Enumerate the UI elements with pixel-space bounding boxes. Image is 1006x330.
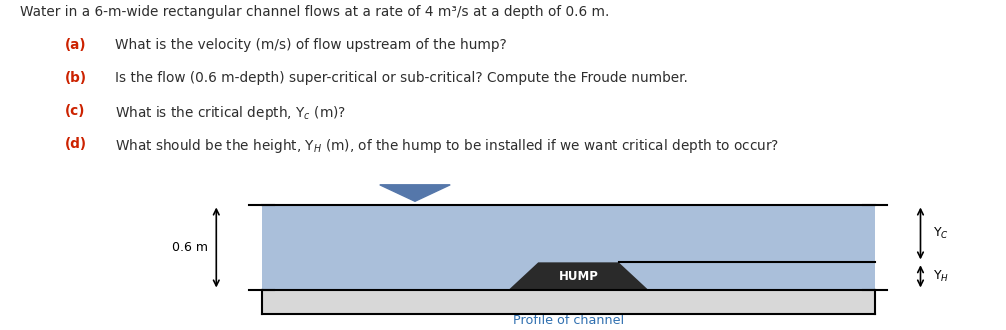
Text: (a): (a)	[64, 38, 87, 52]
Bar	[262, 205, 875, 290]
Text: Profile of channel: Profile of channel	[513, 314, 624, 327]
Polygon shape	[380, 185, 450, 201]
Text: (c): (c)	[64, 104, 86, 118]
Text: (d): (d)	[64, 137, 87, 151]
Polygon shape	[508, 262, 649, 290]
Text: What should be the height, Y$_H$ (m), of the hump to be installed if we want cri: What should be the height, Y$_H$ (m), of…	[115, 137, 779, 155]
Text: What is the critical depth, Y$_c$ (m)?: What is the critical depth, Y$_c$ (m)?	[115, 104, 346, 122]
Text: Is the flow (0.6 m-depth) super-critical or sub-critical? Compute the Froude num: Is the flow (0.6 m-depth) super-critical…	[115, 71, 687, 85]
Text: Water in a 6-m-wide rectangular channel flows at a rate of 4 m³/s at a depth of : Water in a 6-m-wide rectangular channel …	[20, 5, 610, 19]
Text: Y$_C$: Y$_C$	[933, 226, 949, 241]
Text: What is the velocity (m/s) of flow upstream of the hump?: What is the velocity (m/s) of flow upstr…	[115, 38, 506, 52]
Text: Y$_H$: Y$_H$	[933, 269, 949, 284]
Bar	[262, 290, 875, 313]
Text: HUMP: HUMP	[558, 270, 599, 283]
Text: (b): (b)	[64, 71, 87, 85]
Text: 0.6 m: 0.6 m	[172, 241, 208, 254]
